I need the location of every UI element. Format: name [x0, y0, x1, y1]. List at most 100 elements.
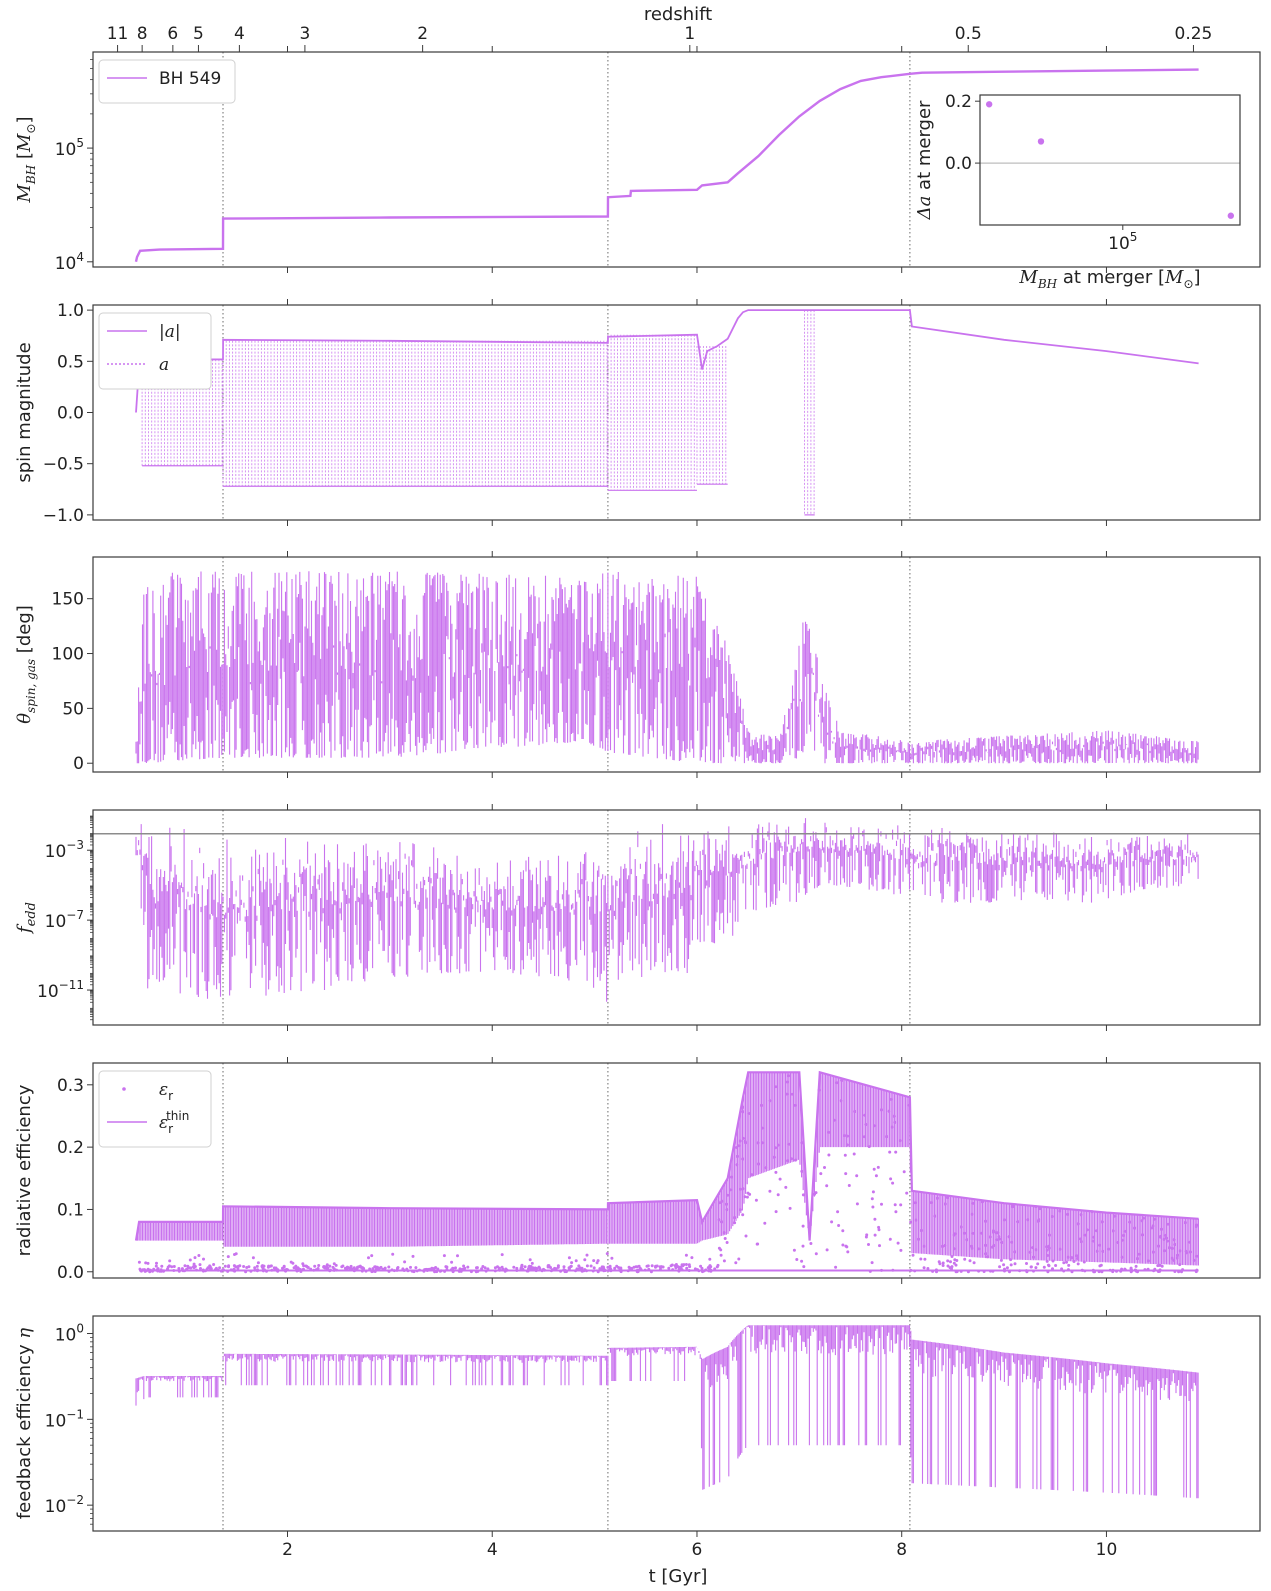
data-point: [800, 1259, 804, 1263]
data-point: [896, 1241, 900, 1245]
data-point: [809, 1242, 813, 1245]
data-point: [687, 1263, 691, 1267]
data-point: [949, 1260, 952, 1264]
top-axis-tick-label: 4: [234, 24, 245, 44]
data-point: [197, 1254, 201, 1257]
data-point: [834, 1265, 838, 1269]
data-point: [334, 1263, 338, 1267]
data-point: [725, 1241, 729, 1244]
data-point: [893, 1203, 897, 1207]
series-line-bh549: [134, 68, 1199, 263]
legend-label: εrthin: [159, 1109, 189, 1136]
data-point: [743, 1195, 747, 1199]
data-point: [690, 1256, 694, 1260]
data-point: [801, 1224, 805, 1228]
data-point: [1045, 1248, 1049, 1252]
data-point: [192, 1262, 196, 1266]
legend-label: BH 549: [159, 69, 221, 89]
data-point: [387, 1265, 391, 1269]
data-point: [685, 1266, 689, 1270]
data-point: [367, 1256, 370, 1260]
data-point: [313, 1264, 317, 1268]
panel-mass: 104 105 MBH [M⊙] BH 549 0.2 0.0 105 Δa at merge…: [14, 46, 1261, 291]
data-point: [800, 1141, 804, 1145]
inset-bg: [980, 95, 1240, 225]
data-point: [191, 1265, 195, 1269]
data-point: [674, 1263, 678, 1266]
data-point: [725, 1208, 729, 1212]
data-point: [744, 1234, 748, 1238]
y-axis-label: fedd: [14, 902, 39, 935]
data-point: [291, 1261, 295, 1265]
legend: εr εrthin: [98, 1070, 212, 1148]
data-point: [227, 1264, 231, 1268]
data-point: [735, 1163, 739, 1167]
data-point: [1172, 1258, 1176, 1262]
data-point: [835, 1081, 839, 1085]
data-point: [722, 1259, 726, 1263]
data-point: [839, 1099, 843, 1103]
data-point: [1078, 1237, 1082, 1241]
data-point: [1005, 1266, 1009, 1270]
data-point: [853, 1110, 857, 1113]
legend: BH 549: [98, 59, 236, 104]
data-point: [605, 1252, 609, 1256]
data-point: [914, 1218, 918, 1222]
data-point: [1194, 1225, 1198, 1228]
data-point: [1047, 1264, 1051, 1268]
data-point: [737, 1257, 741, 1261]
data-point: [255, 1264, 259, 1268]
data-point: [825, 1184, 829, 1188]
series-a-dotted: [696, 346, 727, 485]
data-point: [223, 1264, 227, 1268]
series-eps-thin: [134, 1070, 1199, 1241]
data-point: [1111, 1229, 1115, 1233]
data-point: [990, 1245, 994, 1249]
data-point: [871, 1190, 875, 1194]
data-point: [733, 1216, 737, 1220]
top-axis-tick-label: 5: [193, 24, 204, 44]
data-point: [1011, 1204, 1015, 1208]
data-point: [391, 1252, 395, 1256]
data-point: [870, 1197, 874, 1201]
data-point: [170, 1265, 174, 1269]
data-point: [1137, 1252, 1141, 1256]
data-point: [843, 1134, 847, 1138]
data-point: [1051, 1259, 1055, 1263]
data-point: [724, 1202, 728, 1206]
data-point: [1070, 1256, 1074, 1259]
data-point: [500, 1265, 504, 1269]
data-point: [530, 1266, 534, 1270]
data-point: [718, 1201, 722, 1205]
series-a-dotted: [222, 340, 608, 487]
data-point: [837, 1224, 841, 1227]
data-point: [716, 1263, 720, 1267]
data-point: [889, 1177, 893, 1181]
data-point: [1067, 1263, 1071, 1267]
data-point: [794, 1158, 797, 1162]
inset-x-label: MBH at merger [M⊙]: [1018, 267, 1200, 291]
data-point: [980, 1200, 984, 1204]
data-point: [483, 1266, 487, 1270]
data-point: [1066, 1255, 1070, 1259]
data-point: [183, 1264, 187, 1268]
data-point: [893, 1120, 897, 1124]
data-point: [1036, 1262, 1040, 1266]
data-point: [1178, 1263, 1182, 1267]
data-point: [817, 1088, 821, 1092]
data-point: [891, 1181, 895, 1185]
data-point: [785, 1092, 789, 1096]
data-point: [322, 1265, 326, 1268]
data-point: [1133, 1226, 1137, 1230]
data-point: [684, 1263, 688, 1266]
data-point: [801, 1193, 805, 1197]
data-point: [1129, 1267, 1133, 1271]
data-point: [1075, 1254, 1079, 1258]
data-point: [748, 1192, 752, 1196]
data-point: [1091, 1239, 1095, 1243]
data-point: [892, 1114, 896, 1118]
data-point: [523, 1265, 527, 1269]
data-point: [348, 1266, 352, 1270]
data-point: [874, 1174, 878, 1178]
